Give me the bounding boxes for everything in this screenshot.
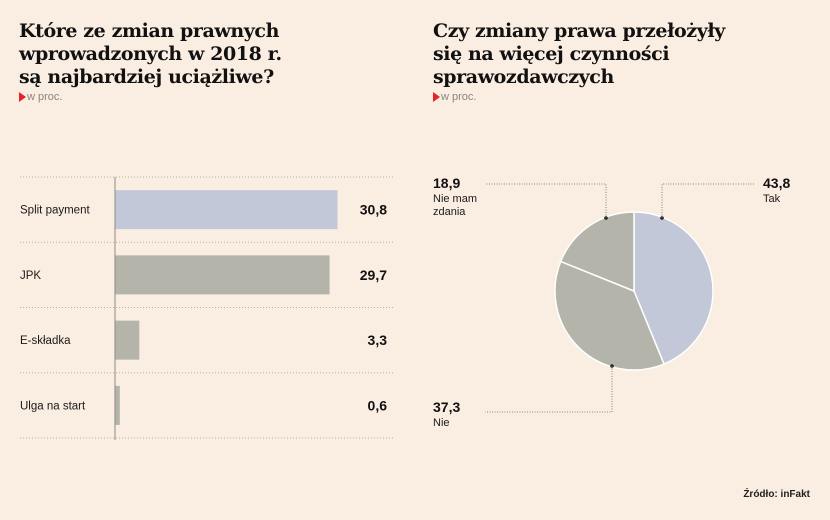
bar-value-label: 30,8 — [360, 202, 387, 218]
leader-line — [485, 183, 607, 218]
pie-label-nie-value: 37,3 — [433, 399, 460, 415]
pie-label-nie-label: Nie — [433, 417, 450, 429]
category-label: JPK — [20, 270, 41, 282]
bar — [115, 320, 140, 360]
pie-chart-unit: w proc. — [433, 91, 476, 103]
triangle-marker-icon — [19, 92, 26, 102]
bar-value-label: 3,3 — [368, 332, 388, 348]
pie-slice — [633, 211, 714, 365]
pie-label-nie-mam-zdania-label: Nie mam — [433, 193, 477, 205]
triangle-marker-icon — [433, 92, 440, 102]
bar — [115, 385, 120, 425]
bar-value-label: 0,6 — [368, 397, 388, 413]
bar — [115, 190, 338, 230]
leader-line — [485, 366, 613, 413]
bar — [115, 255, 330, 295]
leader-line — [661, 183, 755, 218]
pie-label-nie-mam-zdania-label: zdania — [433, 206, 466, 218]
pie-slice — [559, 211, 635, 292]
bar-chart-unit-label: w proc. — [27, 91, 63, 103]
pie-label-tak-value: 43,8 — [763, 175, 790, 191]
pie-chart-title: Czy zmiany prawa przełożyły się na więce… — [433, 20, 725, 88]
category-label: Ulga na start — [20, 400, 86, 412]
category-label: E-składka — [20, 335, 71, 347]
bar-chart: Split payment 30,8 JPK 29,7 E-składka 3,3 Ulga… — [20, 176, 395, 440]
bar-chart-unit: w proc. — [19, 91, 62, 103]
pie-label-nie-mam-zdania-value: 18,9 — [433, 175, 460, 191]
source-note: Źródło: inFakt — [743, 489, 810, 500]
bar-chart-title: Które ze zmian prawnych wprowadzonych w … — [19, 20, 282, 88]
bar-value-label: 29,7 — [360, 267, 387, 283]
category-label: Split payment — [20, 205, 90, 217]
pie-slice — [554, 260, 665, 371]
pie-chart-unit-label: w proc. — [441, 91, 477, 103]
pie-label-tak-label: Tak — [763, 193, 781, 205]
